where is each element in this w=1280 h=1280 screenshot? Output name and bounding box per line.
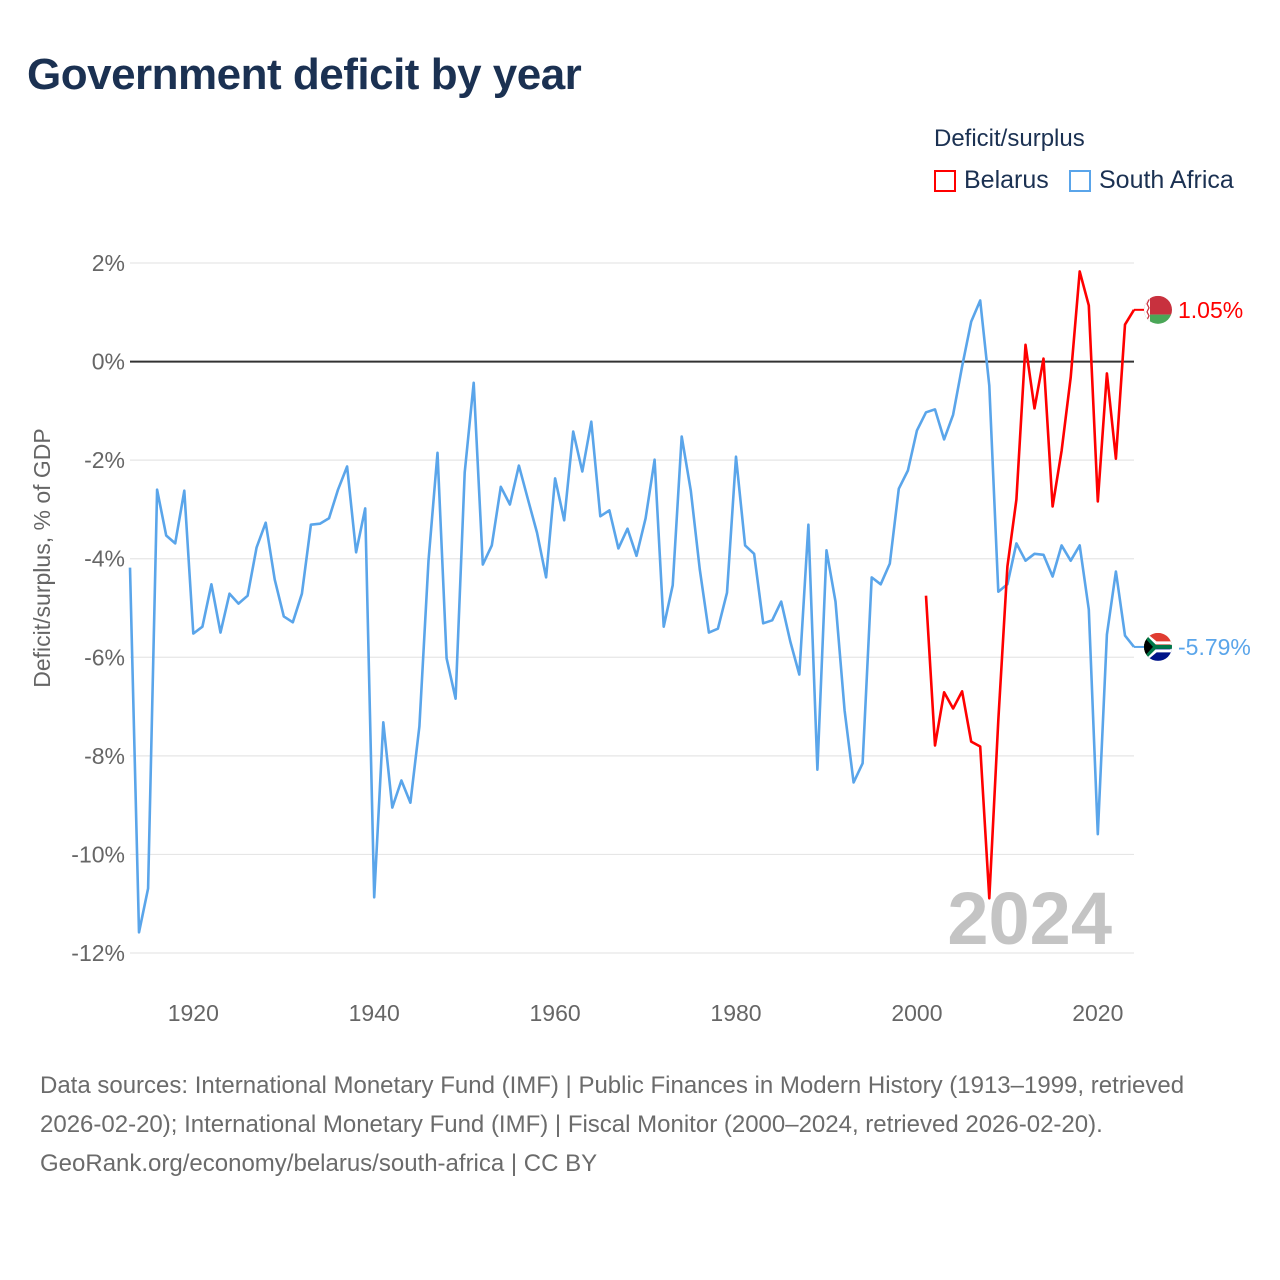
y-tick-label: -12%: [71, 940, 125, 966]
legend-label-belarus: Belarus: [964, 166, 1049, 194]
year-watermark: 2024: [947, 877, 1112, 960]
x-tick-label: 1980: [710, 1000, 761, 1026]
series-line-south-africa: [128, 299, 1136, 934]
x-tick-label: 1920: [168, 1000, 219, 1026]
y-tick-label: -8%: [84, 743, 125, 769]
legend-title: Deficit/surplus: [934, 125, 1085, 152]
legend-swatch-south-africa: [1069, 169, 1091, 192]
y-tick-label: 0%: [92, 349, 125, 375]
y-tick-label: -2%: [84, 447, 125, 473]
y-tick-label: 2%: [92, 250, 125, 276]
end-label-belarus: 1.05%: [1178, 297, 1243, 323]
legend-swatch-belarus: [934, 169, 956, 192]
series-line-belarus: [924, 270, 1136, 900]
footer: Data sources: International Monetary Fun…: [40, 1066, 1240, 1183]
credit-link[interactable]: GeoRank.org/economy/belarus/south-africa…: [40, 1150, 598, 1177]
x-tick-label: 1940: [349, 1000, 400, 1026]
legend-item-belarus[interactable]: Belarus: [934, 166, 1049, 195]
flag-belarus-icon: [1144, 295, 1172, 324]
x-tick-label: 1960: [530, 1000, 581, 1026]
chart-title: Government deficit by year: [27, 50, 582, 99]
flag-south-africa-icon: [1144, 632, 1172, 661]
end-label-south-africa: -5.79%: [1178, 634, 1251, 660]
data-sources: Data sources: International Monetary Fun…: [40, 1072, 1185, 1138]
legend-label-south-africa: South Africa: [1099, 166, 1234, 194]
x-tick-label: 2000: [891, 1000, 942, 1026]
y-axis-label: Deficit/surplus, % of GDP: [29, 428, 55, 687]
legend-item-south-africa[interactable]: South Africa: [1069, 166, 1234, 195]
y-tick-label: -6%: [84, 644, 125, 670]
x-tick-label: 2020: [1072, 1000, 1123, 1026]
y-tick-label: -4%: [84, 546, 125, 572]
y-tick-label: -10%: [71, 841, 125, 867]
